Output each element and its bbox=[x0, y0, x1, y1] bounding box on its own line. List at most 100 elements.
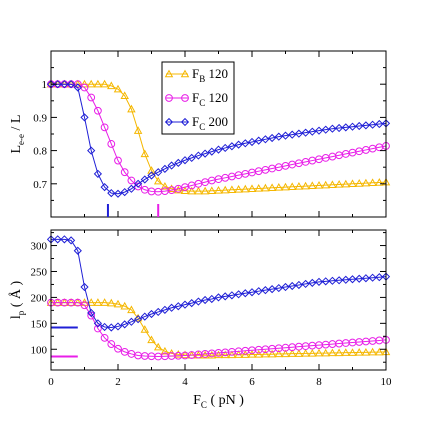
bottom-series-2-point bbox=[341, 275, 350, 284]
top-series-0-point bbox=[261, 183, 270, 192]
top-series-0-point bbox=[153, 176, 163, 185]
top-series-2-point bbox=[328, 124, 337, 133]
top-series-1-point bbox=[94, 106, 102, 115]
top-series-0-point bbox=[107, 81, 116, 90]
bottom-series-2-point bbox=[194, 297, 203, 306]
top-series-0-point bbox=[167, 184, 176, 192]
bottom-series-2-point bbox=[281, 282, 290, 292]
top-series-2-point bbox=[308, 127, 317, 136]
top-series-2-point bbox=[160, 164, 170, 173]
top-series-2-point bbox=[60, 80, 69, 89]
bottom-series-0-point bbox=[314, 348, 324, 357]
bottom-series-0-point bbox=[174, 350, 183, 358]
bottom-series-2-point bbox=[167, 303, 176, 312]
bottom-series-2-point bbox=[334, 276, 344, 285]
bottom-series-2-point bbox=[355, 274, 364, 283]
bottom-series-0-point bbox=[294, 349, 304, 357]
bottom-series-0-point bbox=[127, 305, 136, 314]
top-series-0-point bbox=[127, 104, 136, 113]
top-series-0-point bbox=[354, 179, 364, 187]
top-series-0-point bbox=[80, 79, 89, 88]
bottom-series-1-point bbox=[73, 298, 82, 307]
bottom-series-2-point bbox=[127, 317, 136, 326]
top-series-0-point bbox=[375, 178, 384, 186]
top-series-2-point bbox=[355, 121, 364, 131]
bottom-series-0-point bbox=[140, 325, 150, 333]
bottom-series-0-point bbox=[247, 350, 257, 358]
bottom-series-0-point bbox=[267, 349, 277, 358]
bottom-series-0-point bbox=[348, 348, 357, 356]
bottom-series-0-point bbox=[328, 348, 337, 357]
legend-swatch-marker bbox=[165, 94, 173, 102]
top-series-1-line bbox=[51, 83, 387, 193]
top-series-2-point bbox=[247, 137, 257, 147]
bottom-series-0-point bbox=[361, 347, 371, 356]
legend-swatch-marker bbox=[164, 117, 174, 127]
legend-label: FC 120 bbox=[192, 90, 228, 108]
bottom-series-2-point bbox=[160, 305, 170, 314]
legend-swatch-marker bbox=[164, 69, 174, 78]
top-series-0-point bbox=[160, 182, 170, 190]
top-series-1-point bbox=[100, 123, 109, 132]
top-series-2-point bbox=[227, 142, 237, 151]
top-series-2-point bbox=[207, 147, 216, 156]
top-series-1-point bbox=[107, 140, 116, 148]
top-series-2-point bbox=[267, 133, 277, 143]
top-series-2-point bbox=[107, 188, 116, 198]
bottom-ticks: 100 150 200 250 300 0 2 4 6 8 10 bbox=[31, 230, 392, 388]
top-series-0-point bbox=[294, 182, 304, 190]
top-series-0-point bbox=[200, 186, 210, 195]
bottom-plot-area bbox=[46, 235, 391, 361]
bottom-series-2-point bbox=[274, 283, 283, 293]
top-series-2-point bbox=[180, 156, 190, 165]
top-series-2-point bbox=[127, 184, 136, 193]
bottom-series-2-point bbox=[294, 280, 304, 290]
top-series-0-point bbox=[314, 181, 324, 189]
bottom-series-2-point bbox=[267, 285, 277, 294]
x-axis-label: FC ( pN ) bbox=[193, 393, 244, 410]
bottom-series-2-point bbox=[66, 236, 76, 245]
bottom-series-2-point bbox=[368, 273, 377, 282]
top-y-tick-label: 1 bbox=[42, 79, 48, 91]
legend-label: FC 200 bbox=[192, 114, 228, 132]
bottom-series-2-point bbox=[308, 278, 317, 287]
top-series-1-point bbox=[87, 93, 96, 102]
bottom-series-2-point bbox=[147, 309, 156, 319]
bottom-series-0-point bbox=[274, 349, 284, 358]
bottom-series-0-point bbox=[254, 350, 263, 358]
legend-label: FB 120 bbox=[192, 66, 228, 84]
bottom-series-2-point bbox=[174, 302, 183, 311]
top-series-2-line bbox=[51, 83, 387, 195]
bottom-series-2-point bbox=[60, 235, 69, 244]
top-series-1-point bbox=[114, 156, 122, 165]
bottom-series-2-point bbox=[361, 274, 371, 283]
top-series-0-point bbox=[308, 181, 317, 190]
top-series-0-point bbox=[133, 126, 143, 134]
top-series-2-point bbox=[288, 130, 297, 139]
bottom-series-2-point bbox=[113, 322, 123, 331]
top-series-0-point bbox=[368, 178, 377, 187]
bottom-series-2-point bbox=[140, 312, 149, 321]
bottom-series-0-point bbox=[180, 350, 190, 359]
top-series-2-point bbox=[53, 80, 62, 89]
bottom-series-0-point bbox=[334, 348, 344, 357]
top-series-2-point bbox=[221, 143, 230, 153]
bottom-series-0-point bbox=[93, 298, 103, 306]
top-series-2-point bbox=[281, 131, 290, 140]
bottom-series-0-point bbox=[147, 335, 156, 344]
bottom-series-2-point bbox=[241, 289, 250, 298]
bottom-series-0-point bbox=[86, 298, 96, 306]
top-series-0-point bbox=[227, 185, 237, 193]
bottom-series-2-point bbox=[261, 286, 270, 295]
top-series-0-point bbox=[234, 185, 243, 193]
top-series-2-point bbox=[200, 149, 210, 158]
top-series-2-point bbox=[113, 189, 123, 198]
bottom-series-2-point bbox=[348, 275, 357, 284]
bottom-series-2-line bbox=[51, 238, 387, 328]
bottom-series-0-point bbox=[214, 350, 223, 359]
top-series-2-point bbox=[334, 123, 344, 133]
top-y-tick-label: 0.9 bbox=[33, 112, 47, 124]
bottom-series-2-point bbox=[301, 279, 310, 289]
bottom-series-0-point bbox=[113, 299, 123, 308]
